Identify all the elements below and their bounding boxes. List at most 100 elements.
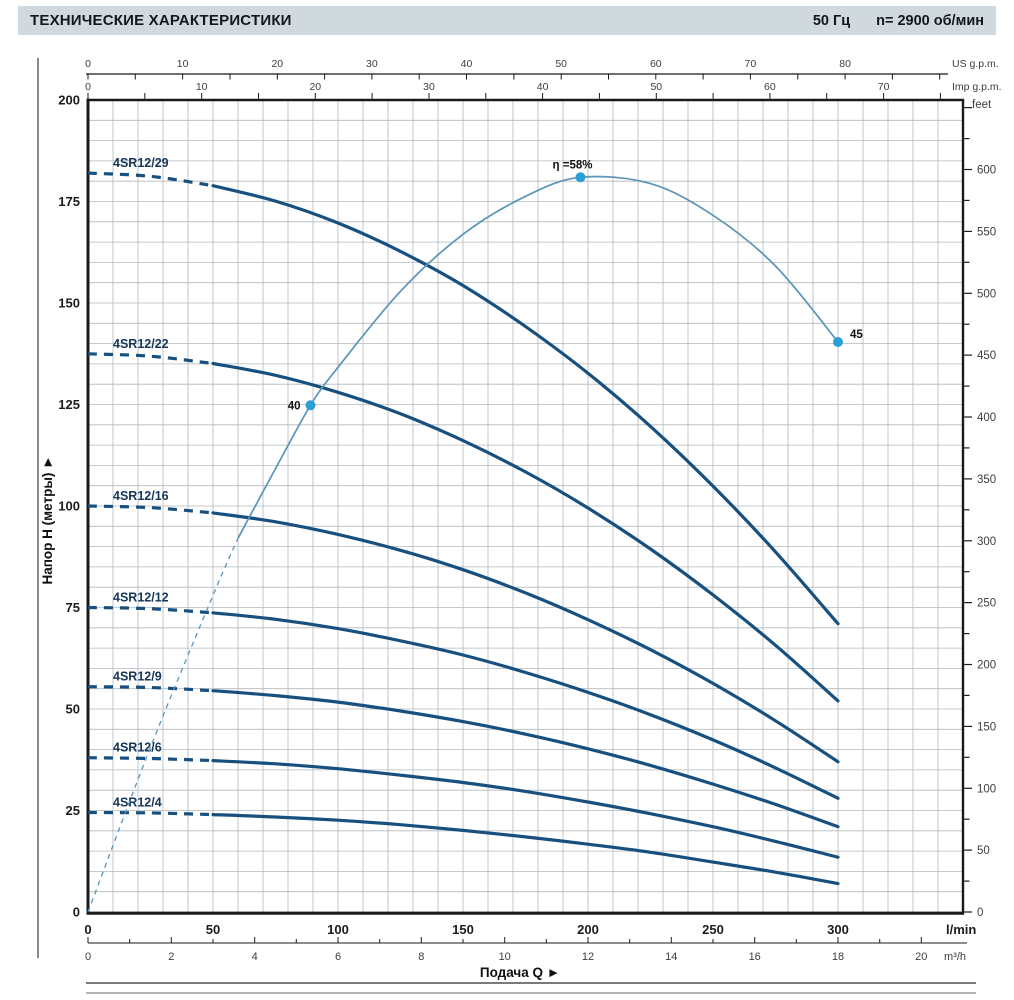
curve-label: 4SR12/22 [113,337,169,351]
efficiency-marker-label: 40 [288,400,301,412]
feet-tick: 250 [977,598,996,610]
curve-label: 4SR12/16 [113,489,169,503]
curve-4SR12-29: 4SR12/29 [87,156,840,626]
m3h-tick: 14 [665,951,677,963]
us-gpm-tick: 80 [839,58,851,70]
efficiency-curve: 40 η =58% 45 [87,159,863,913]
us-gpm-tick: 40 [461,58,473,70]
imp-gpm-unit: Imp g.p.m. [952,81,1002,93]
speed-value: n= 2900 об/мин [876,12,984,29]
page-title: ТЕХНИЧЕСКИЕ ХАРАКТЕРИСТИКИ [30,12,292,29]
lmin-unit: l/min [946,922,976,937]
plot-border [86,98,965,915]
us-gpm-tick: 20 [271,58,283,70]
us-gpm-tick: 30 [366,58,378,70]
m3h-tick: 6 [335,951,341,963]
feet-tick: 550 [977,226,996,238]
curve-4SR12-16: 4SR12/16 [87,489,840,764]
lmin-tick: 150 [452,922,474,937]
feet-tick: 200 [977,660,996,672]
lmin-tick: 300 [827,922,849,937]
curve-label: 4SR12/12 [113,591,169,605]
feet-tick: 600 [977,165,996,177]
axis-us-gpm: 0 10 20 30 40 50 60 70 80 US g.p.m. [85,58,999,80]
efficiency-marker [305,400,316,411]
curve-label: 4SR12/6 [113,741,162,755]
meters-tick: 0 [73,905,80,920]
axis-lmin: 0 50 100 150 200 250 300 l/min [84,922,976,937]
meters-tick: 150 [58,296,80,311]
m3h-tick: 0 [85,951,91,963]
feet-tick: 400 [977,412,996,424]
meters-tick: 75 [66,600,80,615]
efficiency-marker-label: η =58% [553,159,593,171]
efficiency-marker [833,337,843,347]
imp-gpm-tick: 60 [764,81,776,93]
axis-m3h: 0 2 4 6 8 10 12 14 16 18 20 m³/h [85,937,967,963]
axis-head-meters: 0 25 50 75 100 125 150 175 200 Напор H (метры) ► [40,93,80,920]
efficiency-marker-label: 45 [850,329,863,341]
m3h-tick: 4 [252,951,258,963]
frequency-value: 50 Гц [812,12,851,29]
lmin-tick: 0 [84,922,91,937]
axis-imp-gpm: 0 10 20 30 40 50 60 70 Imp g.p.m. [85,81,1002,99]
page-rules [37,58,976,994]
x-axis-title: Подача Q ► [480,965,560,980]
imp-gpm-tick: 40 [537,81,549,93]
lmin-tick: 100 [327,922,349,937]
m3h-tick: 18 [832,951,844,963]
m3h-tick: 20 [915,951,927,963]
us-gpm-tick: 50 [555,58,567,70]
feet-tick: 500 [977,288,996,300]
curve-4SR12-4: 4SR12/4 [87,796,840,886]
feet-tick: 450 [977,350,996,362]
feet-tick: 300 [977,536,996,548]
header-specs: 50 Гц n= 2900 об/мин [813,13,984,29]
m3h-tick: 16 [749,951,761,963]
meters-tick: 125 [58,397,80,412]
m3h-tick: 2 [168,951,174,963]
lmin-tick: 50 [206,922,220,937]
meters-tick: 50 [66,702,80,717]
curve-4SR12-22: 4SR12/22 [87,337,840,703]
meters-tick: 100 [58,499,80,514]
curve-4SR12-9: 4SR12/9 [87,670,840,829]
imp-gpm-tick: 10 [196,81,208,93]
imp-gpm-tick: 0 [85,81,91,93]
curve-4SR12-12: 4SR12/12 [87,591,840,800]
imp-gpm-tick: 30 [423,81,435,93]
axis-feet: 0 50 100 150 200 250 300 350 400 450 500 550 600 feet [964,99,996,919]
curve-label: 4SR12/29 [113,156,169,170]
feet-tick: 150 [977,721,996,733]
us-gpm-tick: 70 [745,58,757,70]
imp-gpm-tick: 20 [309,81,321,93]
lmin-tick: 250 [702,922,724,937]
meters-tick: 25 [66,803,80,818]
header-bar: ТЕХНИЧЕСКИЕ ХАРАКТЕРИСТИКИ 50 Гц n= 2900… [18,6,996,35]
curve-label: 4SR12/4 [113,796,162,810]
m3h-tick: 12 [582,951,594,963]
feet-unit: feet [972,99,992,111]
us-gpm-tick: 10 [177,58,189,70]
m3h-unit: m³/h [944,951,966,963]
us-gpm-tick: 60 [650,58,662,70]
feet-tick: 0 [977,907,983,919]
us-gpm-unit: US g.p.m. [952,58,999,70]
feet-tick: 50 [977,845,990,857]
efficiency-marker [575,172,586,183]
imp-gpm-tick: 50 [650,81,662,93]
m3h-tick: 8 [418,951,424,963]
feet-tick: 100 [977,783,996,795]
meters-tick: 175 [58,194,80,209]
feet-tick: 350 [977,474,996,486]
lmin-tick: 200 [577,922,599,937]
meters-tick: 200 [58,93,80,108]
y-axis-title: Напор H (метры) ► [40,456,55,585]
us-gpm-tick: 0 [85,58,91,70]
imp-gpm-tick: 70 [878,81,890,93]
m3h-tick: 10 [499,951,511,963]
curve-label: 4SR12/9 [113,670,162,684]
